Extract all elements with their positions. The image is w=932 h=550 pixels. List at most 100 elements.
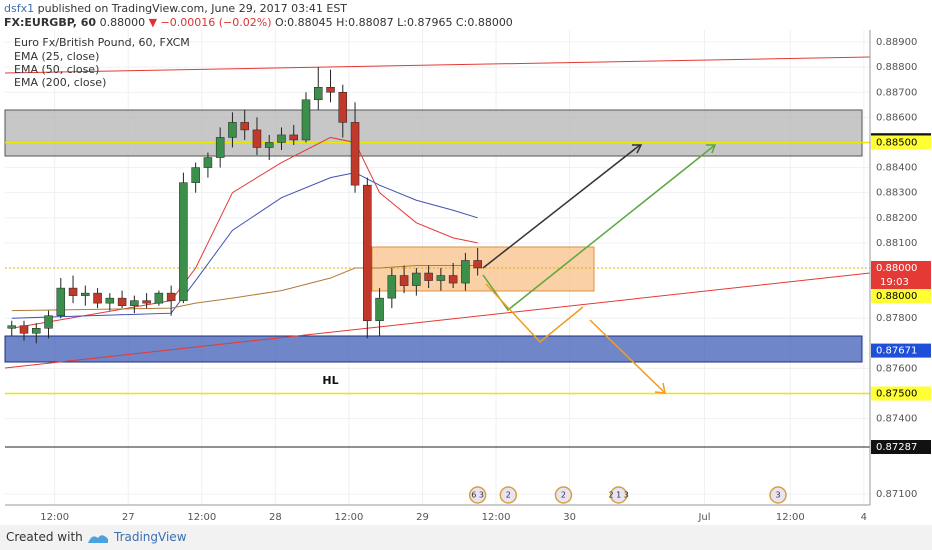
- countdown: 19:03: [880, 277, 909, 288]
- price-tag-label: 0.88000: [876, 291, 917, 302]
- candle-body: [130, 300, 139, 306]
- y-tick-label: 0.87100: [876, 489, 917, 500]
- x-tick-label: 12:00: [40, 512, 69, 523]
- x-tick-label: 30: [563, 512, 576, 523]
- events: 6 3 2 2 2 1 3 3: [468, 486, 787, 504]
- projections: [482, 144, 717, 394]
- price-tag: [871, 135, 931, 150]
- candle-body: [338, 92, 348, 123]
- x-tick-label: 28: [269, 512, 282, 523]
- axis-labels: 0.88900 0.88800 0.88700 0.88600 0.88400 0.883…: [40, 37, 931, 523]
- brand: TradingView: [114, 530, 187, 544]
- chart-title: Euro Fx/British Pound, 60, FXCM: [14, 36, 190, 49]
- event-icon: [468, 486, 487, 504]
- candle-body: [68, 287, 78, 296]
- x-tick-label: 29: [416, 512, 429, 523]
- candle-body: [264, 142, 274, 148]
- x-tick-label: 12:00: [482, 512, 511, 523]
- y-tick-label: 0.87800: [876, 313, 917, 324]
- price-tag: [871, 343, 931, 358]
- candle-body: [93, 292, 102, 304]
- candle-body: [240, 122, 249, 131]
- candle-body: [350, 122, 360, 186]
- y-tick-label: 0.88600: [876, 112, 917, 123]
- candle-body: [7, 325, 16, 329]
- last: 0.88000: [99, 16, 146, 29]
- candle-body: [314, 86, 323, 101]
- arrow-head: [654, 382, 666, 394]
- legend-entry: EMA (50, close): [14, 63, 99, 76]
- event-icon: [499, 486, 518, 504]
- candle-body: [387, 275, 397, 299]
- candle-body: [252, 129, 262, 148]
- arrow: [589, 319, 666, 394]
- y-tick-label: 0.88900: [876, 37, 917, 48]
- trend-line: [4, 56, 871, 74]
- candle-body: [142, 300, 151, 304]
- arrow: [482, 144, 716, 312]
- candle-body: [399, 275, 409, 286]
- candle-body: [81, 292, 90, 296]
- x-tick-label: 4: [861, 512, 867, 523]
- published: published on TradingView.com, June 29, 2…: [37, 2, 348, 15]
- candle-body: [117, 297, 127, 306]
- candle-body: [44, 315, 53, 329]
- levels: [5, 141, 870, 395]
- candle-body: [436, 275, 446, 281]
- legend-entry: EMA (25, close): [14, 50, 99, 63]
- arrow-head: [706, 144, 717, 154]
- resistance-zone: [4, 109, 863, 157]
- created-with: Created with: [6, 530, 83, 544]
- candles: [7, 67, 482, 344]
- candle-body: [461, 260, 470, 284]
- arrow: [485, 283, 584, 344]
- price-tag-label: 0.88000: [876, 263, 917, 274]
- header: dsfx1 published on TradingView.com, June…: [4, 2, 513, 30]
- candle-body: [277, 134, 286, 143]
- candle-body: [56, 287, 66, 316]
- publish-line: dsfx1 published on TradingView.com, June…: [4, 2, 513, 16]
- event-icon: [554, 486, 573, 504]
- price-tag: [871, 289, 931, 304]
- x-tick-label: 12:00: [187, 512, 216, 523]
- candle-body: [326, 86, 335, 93]
- candle-body: [375, 297, 384, 321]
- candle-body: [166, 292, 176, 301]
- logo: [88, 535, 108, 543]
- support-zone: [4, 335, 863, 363]
- candle-body: [19, 325, 29, 334]
- trend-line: [4, 272, 871, 369]
- candle-body: [179, 182, 188, 301]
- candle-body: [203, 157, 213, 168]
- y-tick-label: 0.88200: [876, 213, 917, 224]
- candle-body: [424, 272, 433, 281]
- price-tag: [871, 386, 931, 401]
- candle-body: [32, 328, 41, 334]
- candle-body: [412, 272, 421, 286]
- x-tick-label: 27: [122, 512, 135, 523]
- price-tag: [871, 440, 931, 455]
- price-tag-label: 0.88500: [876, 137, 917, 148]
- y-tick-label: 0.88800: [876, 62, 917, 73]
- quote-line: FX:EURGBP, 60 0.88000 ▼ −0.00016 (−0.02%…: [4, 16, 513, 30]
- y-tick-label: 0.88300: [876, 188, 917, 199]
- countdown-tag: [871, 275, 931, 290]
- candle-body: [301, 99, 311, 141]
- event-label: 3: [775, 491, 780, 500]
- y-tick-label: 0.87600: [876, 363, 917, 374]
- candle-body: [154, 292, 164, 304]
- event-label: 6 3: [471, 491, 484, 500]
- price-tag-label: 0.87287: [876, 442, 917, 453]
- event-label: 2: [506, 491, 511, 500]
- candle-body: [105, 297, 115, 304]
- change: ▼ −0.00016 (−0.02%): [148, 16, 272, 29]
- candle-body: [448, 275, 458, 284]
- ohlc: O:0.88045 H:0.88087 L:0.87965 C:0.88000: [275, 16, 513, 29]
- candle-body: [215, 137, 225, 158]
- arrow: [482, 144, 641, 269]
- candle-body: [363, 184, 372, 321]
- price-tag: [871, 261, 931, 276]
- event-label: 2: [561, 491, 566, 500]
